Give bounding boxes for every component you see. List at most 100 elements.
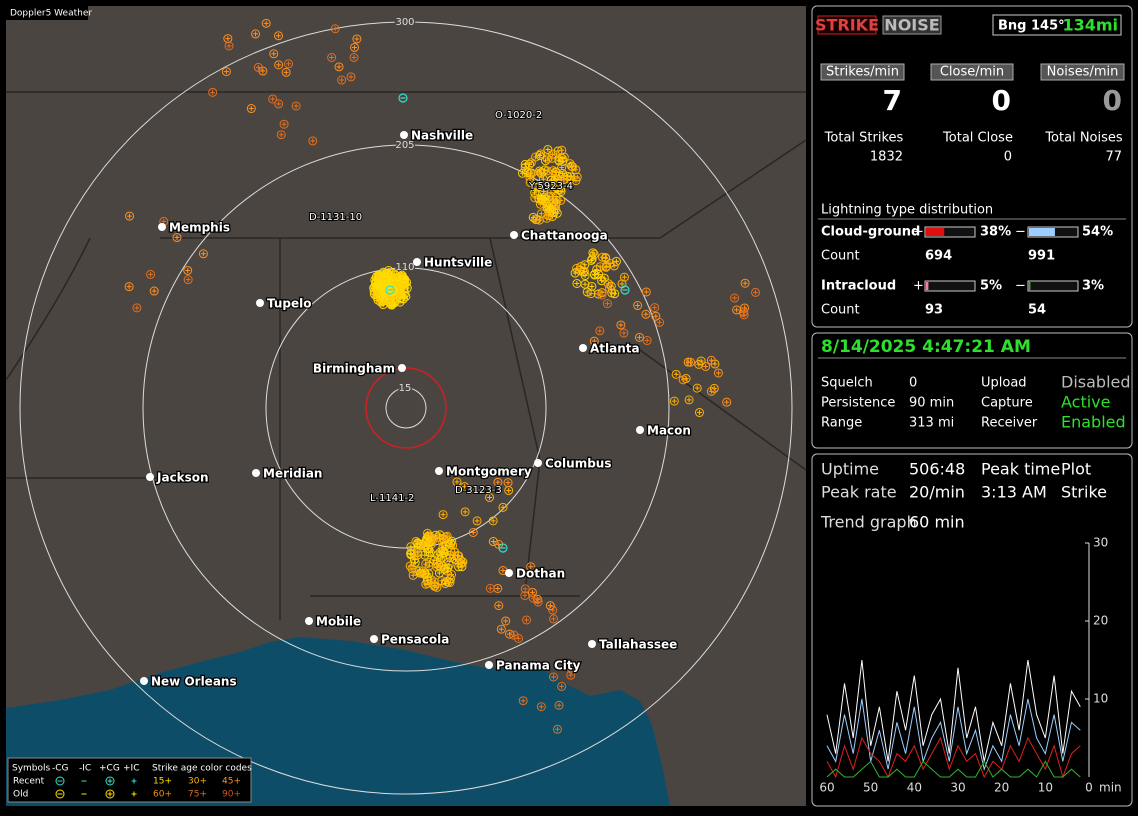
strike-symbol bbox=[327, 53, 337, 62]
strike-symbol bbox=[642, 336, 652, 346]
storm-label: Y-5923-4 bbox=[528, 181, 573, 192]
count-value: 93 bbox=[925, 303, 943, 318]
x-tick-label: 20 bbox=[994, 781, 1009, 795]
strike-symbol bbox=[436, 559, 446, 569]
strike-symbol bbox=[183, 265, 193, 275]
rate-label: Noises/min bbox=[1047, 65, 1119, 80]
range-ring bbox=[385, 387, 427, 429]
strike-symbol bbox=[445, 578, 455, 588]
strike-symbol bbox=[580, 279, 590, 289]
city-marker bbox=[534, 459, 542, 467]
x-tick-label: 0 bbox=[1085, 781, 1093, 795]
strike-symbol bbox=[503, 478, 513, 488]
strike-symbol bbox=[597, 290, 607, 300]
strike-symbol bbox=[454, 551, 464, 561]
strike-symbol bbox=[580, 271, 590, 281]
city-marker bbox=[413, 258, 421, 266]
total-label: Total Close bbox=[942, 131, 1013, 146]
rate-value: 7 bbox=[883, 84, 902, 117]
strike-symbol bbox=[557, 681, 567, 691]
symbol-legend: Symbols -CG -IC +CG +IC Strike age color code… bbox=[7, 757, 252, 803]
strike-symbol bbox=[258, 66, 268, 76]
strike-symbol bbox=[460, 482, 470, 492]
map-title: Doppler5 Weather bbox=[10, 9, 92, 19]
strike-symbol bbox=[424, 569, 434, 579]
percent-bar bbox=[1029, 282, 1031, 290]
legend-header: +IC bbox=[123, 764, 139, 774]
percent-track bbox=[924, 280, 976, 292]
stat-text: 20/min bbox=[909, 483, 965, 502]
strike-symbol bbox=[651, 311, 661, 321]
status-value: 313 mi bbox=[909, 416, 954, 431]
age-code: 60+ bbox=[153, 790, 172, 800]
strike-symbol bbox=[246, 104, 256, 114]
legend-symbol bbox=[131, 778, 137, 784]
strike-symbol bbox=[552, 208, 562, 218]
city-marker bbox=[158, 223, 166, 231]
strike-symbol bbox=[413, 550, 423, 560]
city-marker bbox=[398, 364, 406, 372]
rate-button[interactable] bbox=[930, 63, 1014, 81]
rate-button[interactable] bbox=[1040, 63, 1125, 81]
strike-symbol bbox=[633, 301, 643, 311]
rate-label: Close/min bbox=[940, 65, 1004, 80]
strike-symbol bbox=[438, 510, 448, 520]
strike-symbol bbox=[566, 670, 576, 680]
strike-symbol bbox=[520, 584, 530, 594]
strike-symbol bbox=[548, 149, 558, 159]
recent-strike bbox=[620, 285, 630, 295]
strike-symbol bbox=[546, 175, 556, 185]
strike-symbol bbox=[518, 696, 528, 706]
strike-symbol bbox=[694, 408, 704, 418]
strike-symbol bbox=[551, 182, 561, 192]
type-name: Intracloud bbox=[821, 279, 896, 294]
distribution-title: Lightning type distribution bbox=[821, 203, 993, 218]
strike-symbol bbox=[383, 269, 393, 279]
age-code: 90+ bbox=[222, 790, 241, 800]
status-label: Squelch bbox=[821, 376, 873, 391]
ring-label: 15 bbox=[399, 383, 412, 394]
noise-button-label: NOISE bbox=[884, 16, 939, 35]
total-label: Total Strikes bbox=[824, 131, 904, 146]
strike-symbol bbox=[544, 211, 554, 221]
strike-symbol bbox=[543, 154, 553, 164]
y-tick-label: 20 bbox=[1093, 614, 1108, 628]
strike-symbol bbox=[498, 502, 508, 512]
type-name: Cloud-ground bbox=[821, 225, 920, 240]
total-value: 0 bbox=[1004, 150, 1012, 165]
strike-symbol bbox=[261, 18, 271, 28]
strike-symbol bbox=[198, 249, 208, 259]
strike-symbol bbox=[616, 320, 626, 330]
strike-symbol bbox=[422, 535, 432, 545]
count-label: Count bbox=[821, 303, 860, 318]
strike-symbol bbox=[602, 299, 612, 309]
legend-row-label: Recent bbox=[13, 777, 45, 787]
city-label: Chattanooga bbox=[521, 229, 608, 243]
strike-symbol bbox=[440, 578, 450, 588]
rate-button[interactable] bbox=[820, 63, 905, 81]
strike-button[interactable] bbox=[817, 15, 877, 35]
strike-symbol bbox=[684, 395, 694, 405]
strike-symbol bbox=[535, 168, 545, 178]
percent-bar bbox=[926, 282, 929, 290]
legend-header: +CG bbox=[99, 764, 120, 774]
x-tick-label: 30 bbox=[950, 781, 965, 795]
strike-symbol bbox=[223, 34, 233, 44]
strike-symbol bbox=[554, 156, 564, 166]
y-tick-label: 10 bbox=[1093, 692, 1108, 706]
city-label: Panama City bbox=[496, 659, 581, 673]
strike-symbol bbox=[308, 136, 318, 146]
city-marker bbox=[579, 344, 587, 352]
noise-button[interactable] bbox=[882, 15, 942, 35]
strike-symbol bbox=[605, 283, 615, 293]
strike-symbol bbox=[554, 700, 564, 710]
strike-symbol bbox=[617, 279, 627, 289]
strike-symbol bbox=[587, 281, 597, 291]
strike-symbol bbox=[531, 215, 541, 225]
strike-symbol bbox=[587, 254, 597, 264]
strike-symbol bbox=[557, 145, 567, 155]
strike-symbol bbox=[448, 540, 458, 550]
strike-symbol bbox=[609, 261, 619, 271]
strike-symbol bbox=[283, 59, 293, 69]
strike-symbol bbox=[149, 286, 159, 296]
